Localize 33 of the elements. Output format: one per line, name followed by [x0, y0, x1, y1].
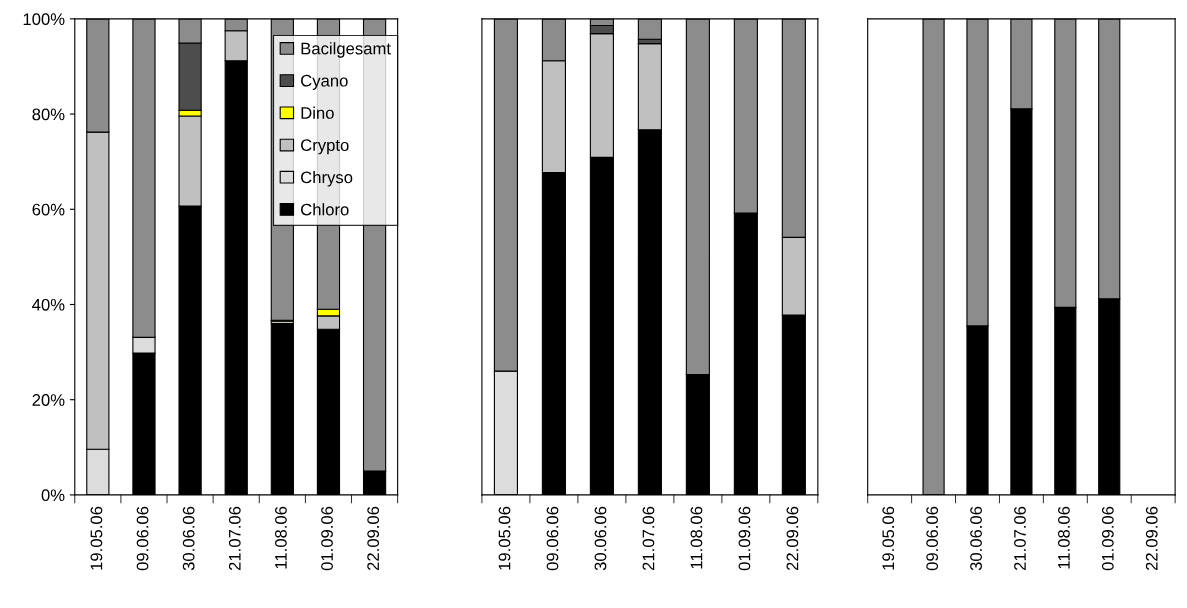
x-tick-label: 21.07.06 [1014, 506, 1026, 571]
x-tick-label: 01.09.06 [1101, 506, 1114, 571]
x-tick-label: 30.06.06 [182, 506, 195, 571]
x-tick-label: 09.06.06 [136, 506, 149, 571]
y-tick-label: 40% [32, 298, 65, 311]
x-tick-label: 09.06.06 [926, 506, 939, 571]
legend-label: Bacilgesamt [301, 42, 391, 58]
x-tick-label: 19.05.06 [882, 506, 895, 570]
x-tick-label: 11.08.06 [1058, 506, 1070, 569]
x-tick-label: 01.09.06 [321, 506, 333, 571]
x-tick-label: 22.09.06 [786, 506, 799, 571]
x-tick-label: 11.08.06 [275, 506, 287, 569]
x-tick-label: 22.09.06 [367, 506, 380, 571]
y-tick-label: 0% [41, 489, 65, 502]
y-tick-label: 80% [32, 108, 65, 121]
legend-label: Crypto [301, 139, 349, 155]
x-tick-label: 11.08.06 [690, 506, 703, 569]
y-tick-label: 100% [23, 13, 65, 26]
x-tick-label: 21.07.06 [642, 506, 655, 571]
legend-label: Cyano [301, 74, 348, 90]
x-tick-label: 30.06.06 [970, 506, 982, 571]
legend-label: Chryso [301, 170, 353, 187]
x-tick-label: 21.07.06 [228, 506, 241, 571]
x-tick-label: 19.05.06 [498, 506, 511, 570]
x-tick-label: 01.09.06 [738, 506, 751, 571]
x-tick-label: 30.06.06 [594, 506, 607, 571]
x-tick-label: 22.09.06 [1145, 506, 1158, 571]
legend-label: Chloro [301, 203, 349, 216]
y-tick-label: 20% [32, 394, 65, 406]
x-tick-label: 09.06.06 [546, 506, 559, 571]
x-tick-label: 19.05.06 [90, 506, 103, 570]
legend-label: Dino [301, 106, 334, 119]
y-tick-label: 60% [32, 203, 65, 216]
